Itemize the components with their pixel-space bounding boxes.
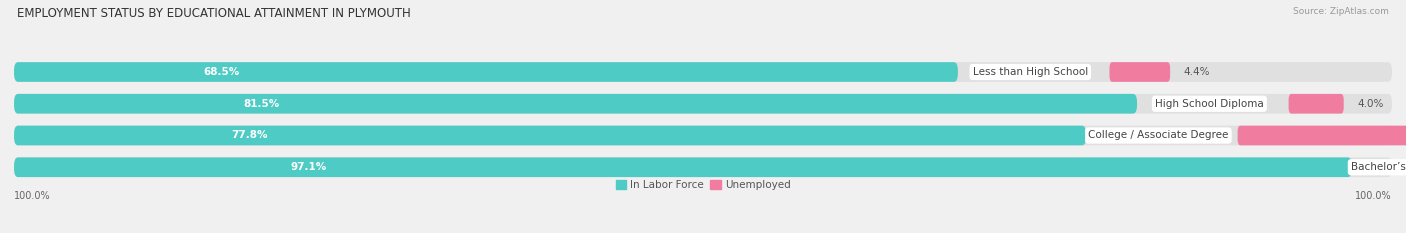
FancyBboxPatch shape	[14, 158, 1353, 177]
Text: Less than High School: Less than High School	[973, 67, 1088, 77]
FancyBboxPatch shape	[14, 126, 1392, 145]
Legend: In Labor Force, Unemployed: In Labor Force, Unemployed	[612, 176, 794, 195]
Text: Source: ZipAtlas.com: Source: ZipAtlas.com	[1294, 7, 1389, 16]
Text: 100.0%: 100.0%	[14, 191, 51, 201]
Text: 4.4%: 4.4%	[1184, 67, 1211, 77]
FancyBboxPatch shape	[14, 62, 957, 82]
Text: EMPLOYMENT STATUS BY EDUCATIONAL ATTAINMENT IN PLYMOUTH: EMPLOYMENT STATUS BY EDUCATIONAL ATTAINM…	[17, 7, 411, 20]
FancyBboxPatch shape	[14, 94, 1392, 114]
Text: Bachelor’s Degree or higher: Bachelor’s Degree or higher	[1351, 162, 1406, 172]
FancyBboxPatch shape	[1289, 94, 1344, 114]
Text: 100.0%: 100.0%	[1355, 191, 1392, 201]
Text: 68.5%: 68.5%	[204, 67, 240, 77]
FancyBboxPatch shape	[14, 94, 1137, 114]
Text: College / Associate Degree: College / Associate Degree	[1088, 130, 1229, 140]
Text: 4.0%: 4.0%	[1358, 99, 1384, 109]
Text: 97.1%: 97.1%	[290, 162, 326, 172]
FancyBboxPatch shape	[14, 62, 1392, 82]
FancyBboxPatch shape	[14, 158, 1392, 177]
Text: 81.5%: 81.5%	[243, 99, 280, 109]
Text: High School Diploma: High School Diploma	[1154, 99, 1264, 109]
FancyBboxPatch shape	[1237, 126, 1406, 145]
FancyBboxPatch shape	[1109, 62, 1170, 82]
Text: 77.8%: 77.8%	[232, 130, 269, 140]
FancyBboxPatch shape	[14, 126, 1085, 145]
